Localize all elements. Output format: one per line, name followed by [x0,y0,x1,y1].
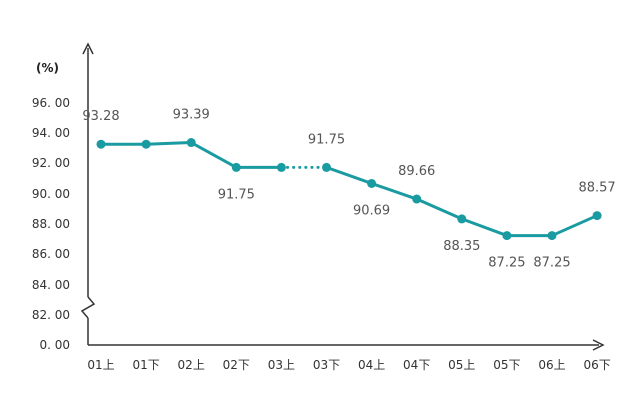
series-points [97,138,602,240]
series-segment [372,183,417,199]
data-point [457,214,466,223]
data-point [412,195,421,204]
y-tick-label: 88. 00 [32,217,70,231]
x-tick-label: 02下 [223,358,250,372]
x-tick-label: 02上 [178,358,205,372]
series-line [101,143,597,236]
data-label: 89.66 [398,164,435,179]
series-segment [462,219,507,236]
x-tick-label: 06下 [583,358,610,372]
x-tick-label: 04下 [403,358,430,372]
x-tick-label: 05上 [448,358,475,372]
y-tick-label: 86. 00 [32,247,70,261]
x-tick-label: 03上 [268,358,295,372]
series-segment [146,143,191,145]
data-point [593,211,602,220]
x-tick-label: 04上 [358,358,385,372]
series-segment [417,199,462,219]
y-tick-label: 0. 00 [39,338,70,352]
data-label: 87.25 [488,256,525,271]
y-axis-unit-label: (%) [36,61,59,75]
y-tick-label: 94. 00 [32,126,70,140]
data-label: 91.75 [308,132,345,147]
data-point [277,163,286,172]
y-tick-label: 82. 00 [32,308,70,322]
x-tick-label: 01下 [132,358,159,372]
data-point [232,163,241,172]
data-point [97,140,106,149]
data-point [142,140,151,149]
data-point [187,138,196,147]
data-label: 93.39 [173,108,210,123]
y-tick-label: 84. 00 [32,278,70,292]
x-tick-label: 05下 [493,358,520,372]
y-tick-label: 92. 00 [32,156,70,170]
data-point [548,231,557,240]
series-segment [191,143,236,168]
data-label: 88.57 [578,181,615,196]
series-segment [552,216,597,236]
data-label: 91.75 [218,187,255,202]
x-tick-label: 06上 [538,358,565,372]
y-tick-label: 96. 00 [32,96,70,110]
data-label: 87.25 [533,256,570,271]
x-tick-label: 01上 [87,358,114,372]
x-axis-ticks: 01上 01下 02上 02下 03上 03下 04上 04下 05上 05下 06上 06下 [87,358,610,372]
data-labels: 93.28 93.39 91.75 91.75 90.69 89.66 88.35 87.25… [82,108,615,271]
data-label: 88.35 [443,239,480,254]
data-point [502,231,511,240]
series-segment [327,167,372,183]
x-tick-label: 03下 [313,358,340,372]
data-point [367,179,376,188]
data-label: 90.69 [353,203,390,218]
data-point [322,163,331,172]
y-axis-break-mark [82,297,94,318]
y-axis-ticks: 96. 00 94. 00 92. 00 90. 00 88. 00 86. 00 84. … [32,96,70,352]
data-label: 93.28 [82,109,119,124]
chart-axes [82,44,603,350]
y-tick-label: 90. 00 [32,187,70,201]
